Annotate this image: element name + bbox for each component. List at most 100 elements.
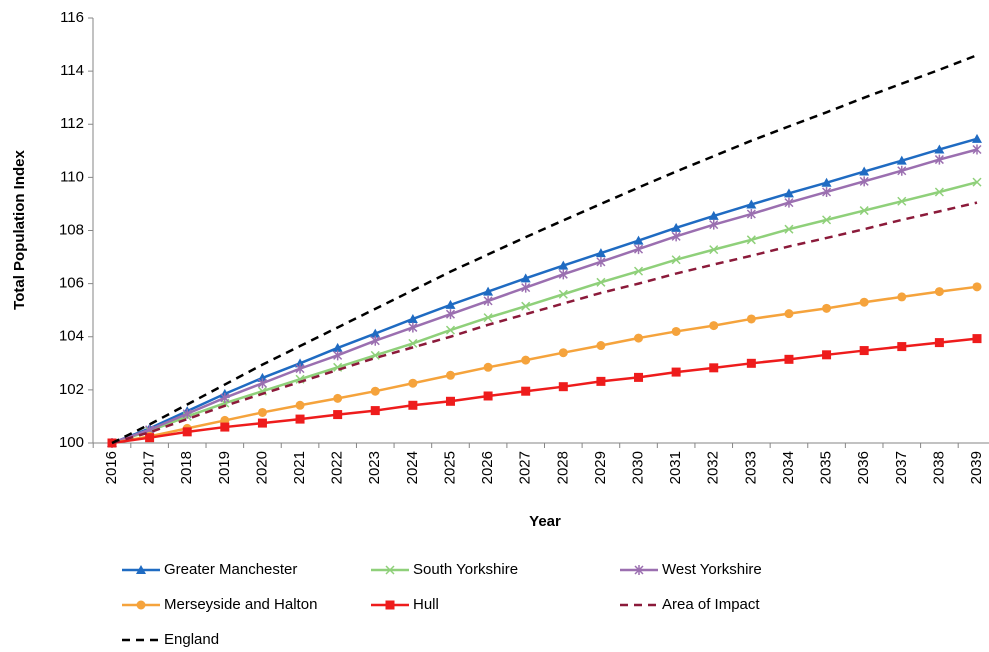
marker: [821, 177, 832, 187]
x-axis-title: Year: [529, 513, 561, 530]
marker: [483, 362, 493, 372]
marker: [483, 295, 493, 306]
series-line: [111, 201, 978, 445]
x-tick-label: 2037: [893, 451, 910, 484]
marker: [370, 406, 380, 416]
legend-label: South Yorkshire: [413, 561, 518, 578]
x-tick-label: 2025: [441, 451, 458, 484]
legend-label: Hull: [413, 596, 439, 613]
marker: [445, 309, 456, 320]
marker: [558, 348, 568, 358]
marker: [671, 255, 681, 265]
marker: [934, 287, 944, 297]
legend-marker: [634, 565, 644, 575]
marker: [634, 372, 644, 382]
x-tick-label: 2038: [930, 451, 947, 484]
legend-marker: [385, 600, 395, 610]
marker: [295, 358, 306, 368]
x-tick-label: 2034: [780, 451, 797, 484]
marker: [784, 309, 794, 319]
marker: [596, 341, 606, 351]
marker: [295, 414, 305, 424]
y-tick-label: 114: [60, 62, 84, 79]
marker: [671, 326, 681, 336]
marker: [558, 382, 568, 392]
x-tick-label: 2023: [366, 451, 383, 484]
marker: [859, 176, 869, 187]
marker: [746, 199, 757, 209]
y-axis-title: Total Population Index: [11, 149, 28, 309]
marker: [709, 363, 719, 373]
marker: [897, 196, 907, 206]
legend-label: Area of Impact: [662, 596, 760, 613]
marker: [972, 282, 982, 292]
x-tick-label: 2026: [479, 451, 496, 484]
y-tick-label: 106: [59, 275, 84, 292]
marker: [934, 338, 944, 348]
y-tick-label: 108: [59, 221, 84, 238]
x-tick-label: 2019: [216, 451, 233, 484]
marker: [934, 187, 944, 197]
marker: [634, 333, 644, 343]
marker: [520, 273, 531, 283]
y-tick-label: 102: [59, 381, 84, 398]
marker: [558, 260, 569, 270]
marker: [182, 408, 192, 419]
legend-marker: [136, 565, 146, 574]
x-tick-label: 2036: [855, 451, 872, 484]
marker: [483, 391, 493, 401]
series-line: [111, 337, 978, 445]
marker: [897, 165, 907, 176]
y-tick-label: 112: [60, 115, 84, 132]
series-line: [111, 54, 978, 445]
marker: [822, 350, 832, 360]
y-tick-label: 104: [59, 328, 84, 345]
marker: [521, 301, 531, 311]
legend-marker: [385, 565, 395, 575]
marker: [333, 410, 343, 420]
marker: [483, 313, 493, 323]
x-tick-label: 2027: [517, 451, 534, 484]
marker: [746, 314, 756, 324]
marker: [257, 418, 267, 428]
x-tick-label: 2028: [554, 451, 571, 484]
marker: [445, 370, 455, 380]
series-line: [111, 148, 978, 445]
legend-label: Greater Manchester: [164, 561, 297, 578]
series-line: [111, 137, 978, 445]
marker: [822, 215, 832, 225]
marker: [521, 282, 531, 293]
marker: [257, 378, 267, 389]
marker: [295, 363, 305, 374]
marker: [445, 325, 456, 335]
x-tick-label: 2033: [742, 451, 759, 484]
legend-marker: [136, 600, 146, 610]
marker: [822, 186, 832, 197]
marker: [333, 350, 343, 361]
marker: [408, 400, 418, 410]
marker: [295, 400, 305, 410]
marker: [370, 350, 380, 360]
legend-label: Merseyside and Halton: [164, 596, 317, 613]
marker: [558, 269, 568, 280]
marker: [370, 386, 380, 396]
marker: [408, 378, 418, 388]
x-tick-label: 2029: [592, 451, 609, 484]
marker: [445, 396, 455, 406]
marker: [633, 244, 644, 255]
marker: [709, 219, 719, 230]
marker: [859, 346, 869, 356]
marker: [370, 328, 381, 338]
series-line: [111, 285, 978, 445]
marker: [897, 292, 907, 302]
x-tick-label: 2039: [968, 451, 985, 484]
marker: [145, 433, 155, 443]
series-line: [111, 180, 978, 445]
x-tick-label: 2031: [667, 451, 684, 484]
x-tick-label: 2016: [103, 451, 120, 484]
marker: [784, 197, 794, 208]
marker: [709, 245, 719, 255]
marker: [934, 154, 944, 165]
marker: [671, 231, 681, 242]
marker: [784, 354, 794, 364]
